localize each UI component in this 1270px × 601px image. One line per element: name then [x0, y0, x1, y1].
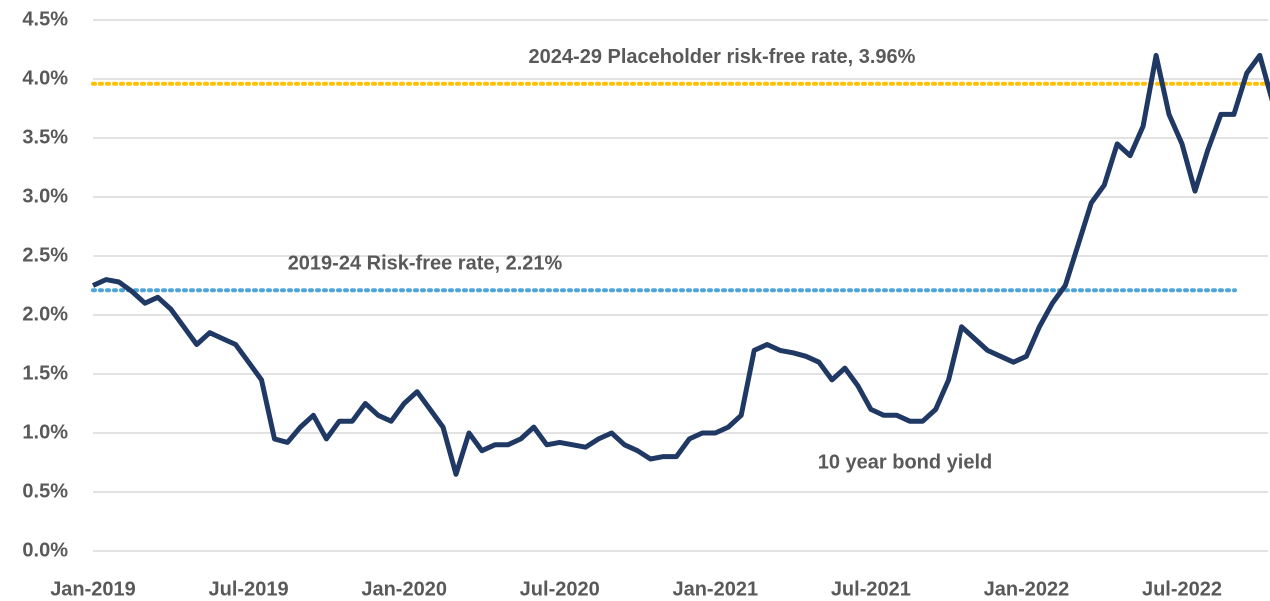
x-tick-label: Jul-2022: [1142, 578, 1222, 600]
reference-label: 2019-24 Risk-free rate, 2.21%: [288, 253, 563, 275]
y-tick-label: 1.0%: [22, 421, 68, 443]
y-tick-label: 3.0%: [22, 185, 68, 207]
y-tick-label: 0.0%: [22, 539, 68, 561]
x-tick-label: Jan-2019: [50, 578, 136, 600]
x-tick-label: Jan-2021: [672, 578, 758, 600]
x-tick-label: Jul-2020: [520, 578, 600, 600]
series-label: 10 year bond yield: [818, 451, 993, 473]
x-tick-label: Jul-2019: [209, 578, 289, 600]
y-tick-label: 3.5%: [22, 126, 68, 148]
y-tick-label: 0.5%: [22, 480, 68, 502]
y-tick-label: 2.0%: [22, 303, 68, 325]
y-tick-label: 4.5%: [22, 8, 68, 30]
reference-label: 2024-29 Placeholder risk-free rate, 3.96…: [529, 46, 916, 68]
y-tick-label: 1.5%: [22, 362, 68, 384]
series-line: [91, 52, 1270, 477]
x-tick-label: Jan-2020: [361, 578, 447, 600]
x-tick-label: Jul-2021: [831, 578, 911, 600]
y-tick-label: 2.5%: [22, 244, 68, 266]
y-tick-label: 4.0%: [22, 67, 68, 89]
x-tick-label: Jan-2022: [984, 578, 1070, 600]
